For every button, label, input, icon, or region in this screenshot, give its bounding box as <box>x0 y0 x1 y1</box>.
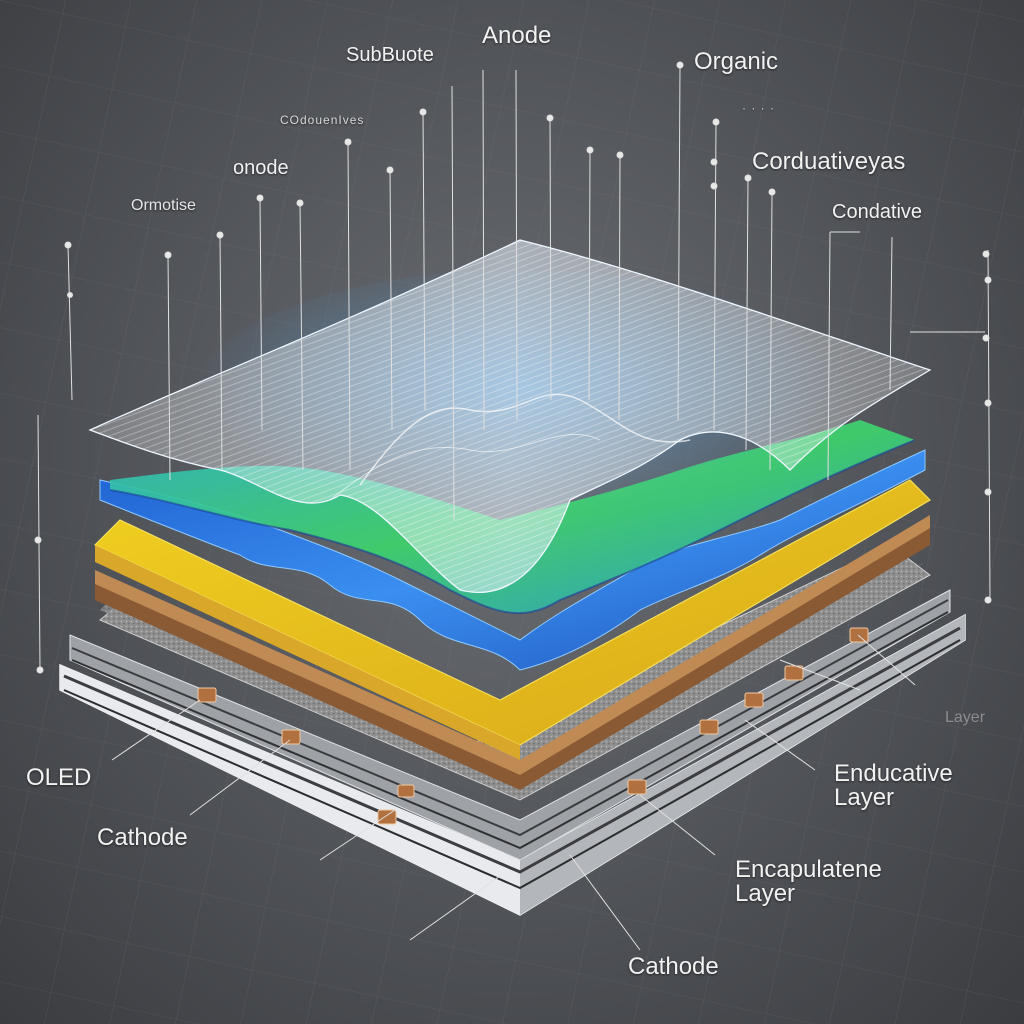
yellow-layer <box>93 479 931 790</box>
label-layer-ghost: Layer <box>945 709 986 726</box>
base-plate <box>59 589 966 916</box>
label-cathode-bottom: Cathode <box>628 953 719 980</box>
label-conductives: COdouenIves <box>280 113 365 127</box>
connector-tabs <box>197 627 869 825</box>
callout-lines <box>111 634 916 951</box>
label-cathode-left: Cathode <box>97 824 188 851</box>
label-organic-sub: · · · · <box>742 101 775 115</box>
label-substrate: SubBuote <box>346 44 434 66</box>
label-condative: Condative <box>832 201 923 223</box>
label-oled: OLED <box>26 764 92 791</box>
label-onode: onode <box>233 157 289 179</box>
label-encapsulatene-layer: Encapulatene Layer <box>735 856 882 907</box>
organic-mesh-layer <box>88 239 932 594</box>
label-endducative-layer: Enducative Layer <box>834 760 953 811</box>
label-anode-top: Anode <box>482 22 552 49</box>
leader-lines <box>34 61 992 674</box>
label-corduativeyas: Corduativeyas <box>752 148 906 175</box>
label-orrmotise: Ormotise <box>131 197 196 214</box>
label-organic: Organic <box>694 48 779 75</box>
